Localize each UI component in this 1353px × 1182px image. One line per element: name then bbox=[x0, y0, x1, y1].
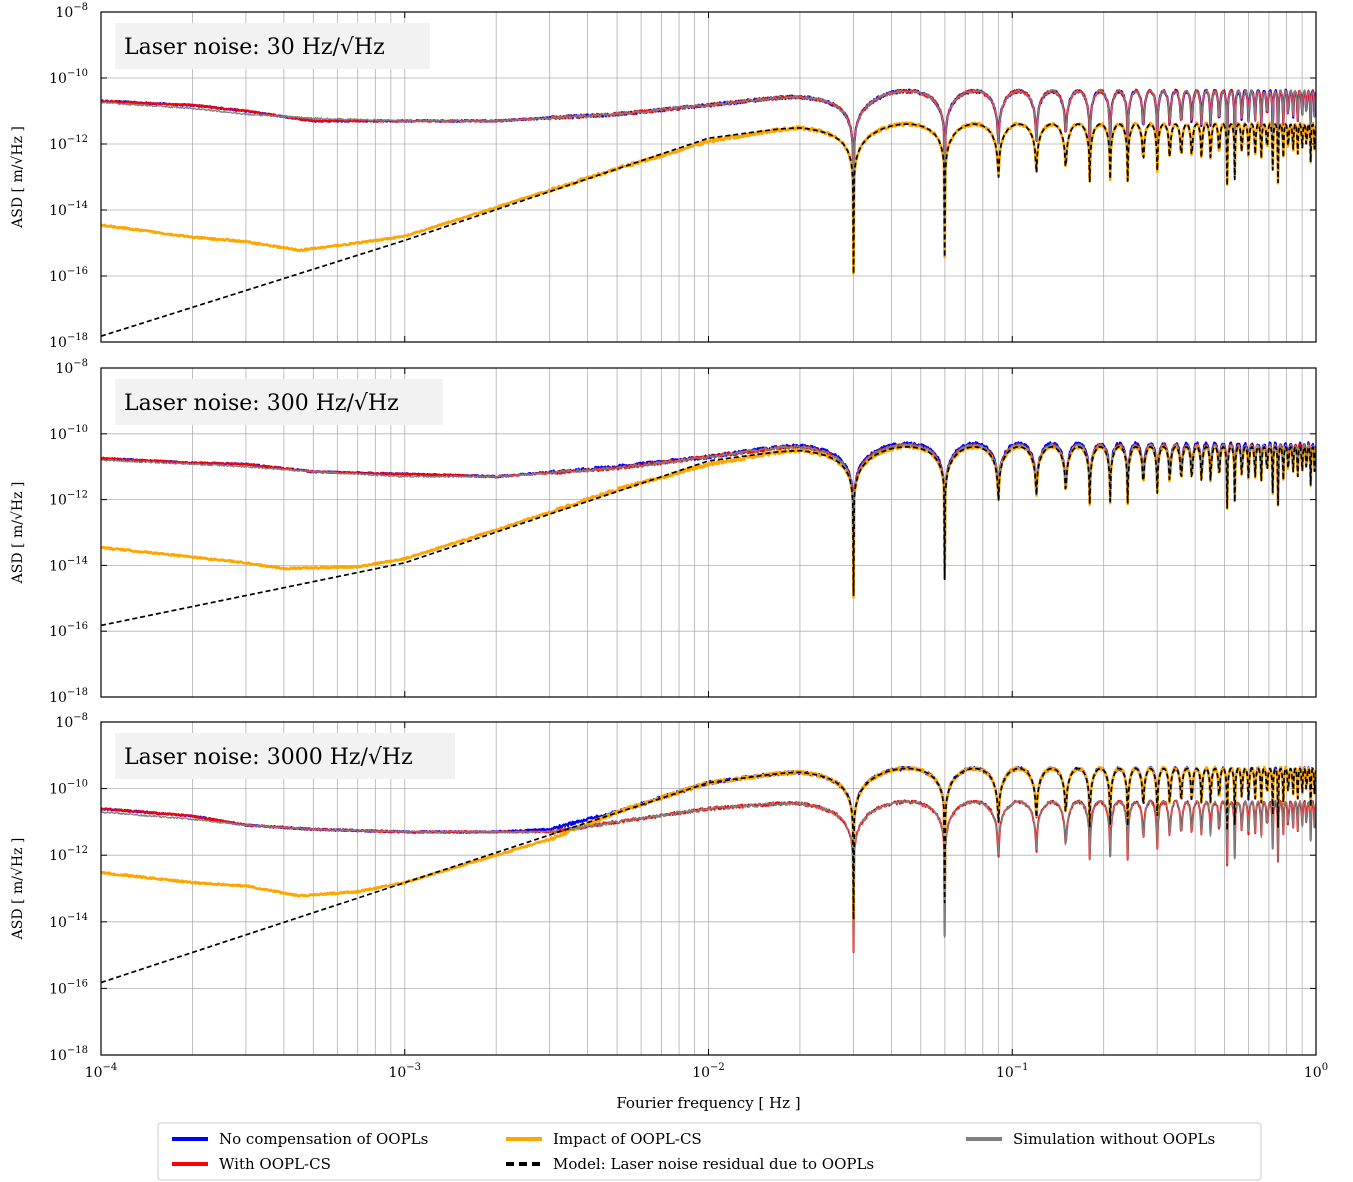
y-tick-label: 10−18 bbox=[49, 332, 88, 351]
y-tick-label: 10−8 bbox=[55, 712, 88, 731]
y-tick-label: 10−12 bbox=[49, 845, 88, 864]
y-tick-label: 10−12 bbox=[49, 490, 88, 509]
curves bbox=[101, 765, 1316, 984]
panel-title-box bbox=[115, 23, 430, 69]
y-tick-label: 10−10 bbox=[49, 424, 88, 443]
ticks bbox=[100, 721, 1317, 1056]
x-tick-label: 10−2 bbox=[692, 1062, 725, 1081]
y-tick-label: 10−16 bbox=[49, 621, 88, 640]
series-line-model-laser-noise-residual-due-to-oopls bbox=[101, 446, 1316, 627]
y-tick-labels: 10−18 10−16 10−14 10−12 10−10 10−8 bbox=[49, 712, 88, 1064]
legend-label: Impact of OOPL-CS bbox=[553, 1130, 702, 1148]
y-tick-label: 10−16 bbox=[49, 978, 88, 997]
panel-title: Laser noise: 300 Hz/√Hz bbox=[124, 391, 399, 416]
y-tick-label: 10−8 bbox=[55, 358, 88, 377]
series-line-model-laser-noise-residual-due-to-oopls bbox=[101, 123, 1316, 338]
y-tick-label: 10−10 bbox=[49, 68, 88, 87]
legend-label: Model: Laser noise residual due to OOPLs bbox=[553, 1155, 874, 1173]
curves bbox=[101, 441, 1316, 627]
y-tick-label: 10−12 bbox=[49, 134, 88, 153]
y-axis-label: ASD [ m/√Hz ] bbox=[10, 482, 26, 585]
legend: No compensation of OOPLs Impact of OOPL-C… bbox=[157, 1122, 1262, 1181]
series-line-impact-of-oopl-cs bbox=[101, 121, 1316, 275]
x-tick-label: 10−3 bbox=[388, 1062, 421, 1081]
y-tick-labels: 10−18 10−16 10−14 10−12 10−10 10−8 bbox=[49, 2, 88, 351]
y-axis-label: ASD [ m/√Hz ] bbox=[10, 126, 26, 229]
ticks bbox=[100, 367, 1317, 698]
panel-2: 10−18 10−16 10−14 10−12 10−10 10−8 ASD [ m/√Hz… bbox=[10, 358, 1317, 706]
y-tick-label: 10−14 bbox=[49, 912, 88, 931]
y-tick-label: 10−18 bbox=[49, 687, 88, 706]
legend-label: With OOPL-CS bbox=[219, 1155, 331, 1173]
panel-3: 10−18 10−16 10−14 10−12 10−10 10−8 ASD [ m/√Hz… bbox=[10, 712, 1317, 1064]
legend-label: Simulation without OOPLs bbox=[1013, 1130, 1215, 1148]
y-tick-label: 10−8 bbox=[55, 2, 88, 21]
series-line-simulation-without-oopls bbox=[101, 88, 1316, 244]
x-tick-label: 10−4 bbox=[85, 1062, 118, 1081]
ticks bbox=[100, 11, 1317, 343]
series-line-impact-of-oopl-cs bbox=[101, 765, 1316, 923]
legend-label: No compensation of OOPLs bbox=[219, 1130, 428, 1148]
y-tick-label: 10−14 bbox=[49, 200, 88, 219]
panel-title: Laser noise: 3000 Hz/√Hz bbox=[124, 745, 413, 770]
y-tick-label: 10−10 bbox=[49, 779, 88, 798]
x-tick-label: 100 bbox=[1304, 1062, 1328, 1081]
y-tick-label: 10−18 bbox=[49, 1045, 88, 1064]
x-tick-labels: 10−4 10−3 10−2 10−1 100 bbox=[85, 1062, 1328, 1081]
y-tick-label: 10−14 bbox=[49, 555, 88, 574]
panel-title-box bbox=[115, 379, 443, 425]
panel-title: Laser noise: 30 Hz/√Hz bbox=[124, 35, 385, 60]
x-tick-label: 10−1 bbox=[996, 1062, 1029, 1081]
y-tick-label: 10−16 bbox=[49, 266, 88, 285]
y-axis-label: ASD [ m/√Hz ] bbox=[10, 838, 26, 941]
curves bbox=[101, 88, 1316, 338]
panel-title-box bbox=[115, 733, 455, 779]
y-tick-labels: 10−18 10−16 10−14 10−12 10−10 10−8 bbox=[49, 358, 88, 706]
series-line-simulation-without-oopls bbox=[101, 799, 1316, 952]
panel-1: 10−18 10−16 10−14 10−12 10−10 10−8 ASD [ m/√Hz… bbox=[10, 2, 1317, 351]
x-axis-label: Fourier frequency [ Hz ] bbox=[616, 1094, 800, 1112]
